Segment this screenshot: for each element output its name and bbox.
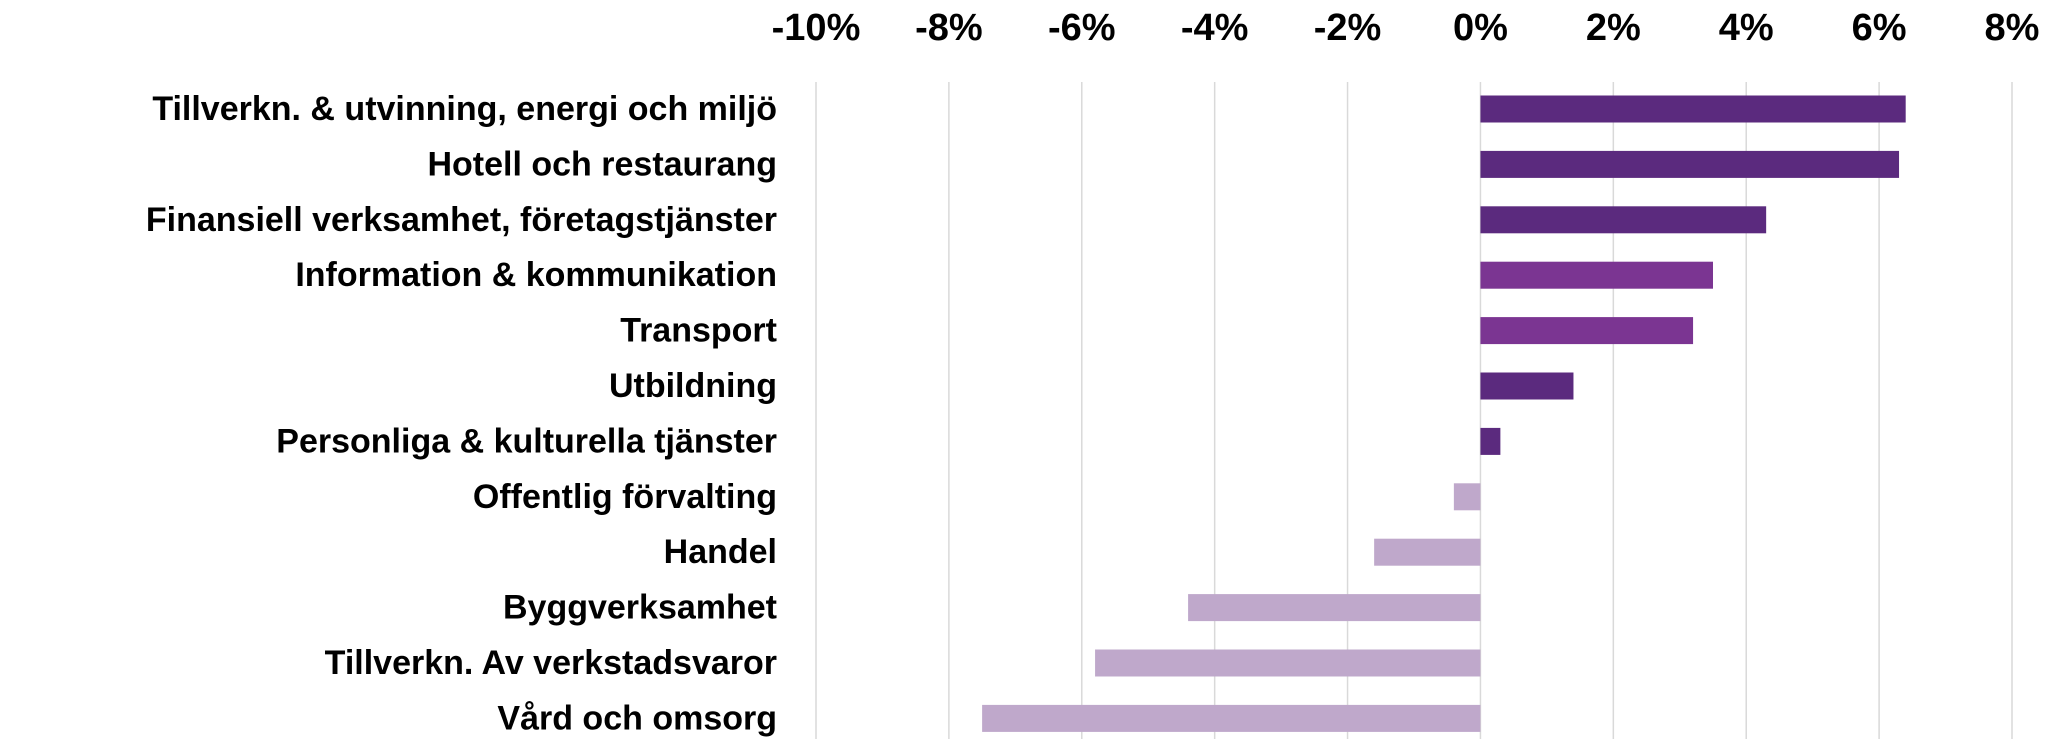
category-label: Tillverkn. Av verkstadsvaror bbox=[325, 644, 777, 682]
x-tick-label: 0% bbox=[1453, 7, 1508, 49]
category-label: Handel bbox=[664, 533, 777, 571]
bar bbox=[982, 704, 1481, 732]
x-tick-label: -6% bbox=[1048, 7, 1116, 49]
x-tick-label: -10% bbox=[772, 7, 861, 49]
category-label: Transport bbox=[620, 312, 777, 350]
category-label: Finansiell verksamhet, företagstjänster bbox=[146, 201, 777, 239]
bar bbox=[1453, 483, 1481, 511]
category-label: Offentlig förvalting bbox=[473, 478, 777, 516]
x-tick-label: 6% bbox=[1852, 7, 1907, 49]
x-tick-label: -2% bbox=[1314, 7, 1382, 49]
bar bbox=[1374, 538, 1481, 566]
bar bbox=[1480, 427, 1501, 455]
category-label: Tillverkn. & utvinning, energi och miljö bbox=[152, 90, 777, 128]
category-label: Utbildning bbox=[609, 367, 777, 405]
x-tick-label: -8% bbox=[915, 7, 983, 49]
bar bbox=[1480, 95, 1906, 123]
bar bbox=[1480, 150, 1900, 178]
bar bbox=[1188, 594, 1481, 622]
category-label: Hotell och restaurang bbox=[427, 145, 777, 183]
category-label: Personliga & kulturella tjänster bbox=[276, 422, 777, 460]
bar bbox=[1480, 261, 1713, 289]
x-tick-label: 8% bbox=[1985, 7, 2040, 49]
x-tick-label: 4% bbox=[1719, 7, 1774, 49]
bar bbox=[1095, 649, 1481, 677]
category-label: Vård och omsorg bbox=[497, 699, 777, 737]
bar bbox=[1480, 317, 1694, 345]
category-label: Information & kommunikation bbox=[295, 256, 777, 294]
x-tick-label: -4% bbox=[1181, 7, 1249, 49]
bar bbox=[1480, 206, 1767, 234]
category-label: Byggverksamhet bbox=[503, 589, 777, 627]
x-tick-label: 2% bbox=[1586, 7, 1641, 49]
bar bbox=[1480, 372, 1574, 400]
